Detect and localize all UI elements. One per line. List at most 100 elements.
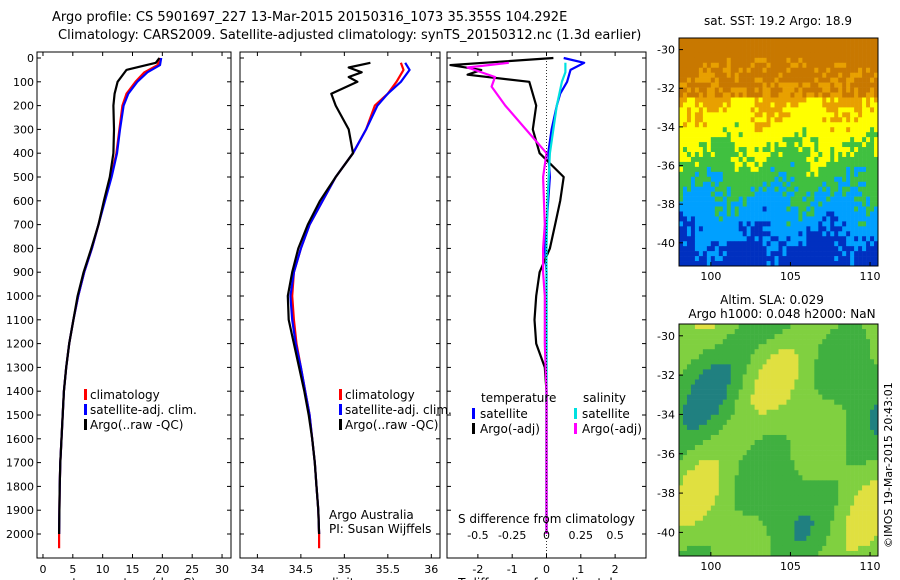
map-cell [810,329,815,335]
map-cell [726,344,732,350]
map-cell [686,186,692,192]
map-cell [814,67,819,73]
map-cell [766,374,771,380]
map-cell [714,354,720,360]
map-cell [866,490,871,496]
map-cell [866,72,871,78]
map-cell [738,465,743,471]
map-cell [690,535,696,542]
map-cell [742,107,747,113]
map-cell [786,176,791,183]
map-cell [730,236,736,242]
map-cell [738,226,743,232]
map-cell [766,42,771,49]
map-cell [798,550,803,557]
map-cell [679,530,684,537]
map-cell [742,112,747,118]
map-cell [798,161,803,168]
map-cell [826,127,831,133]
map-cell [750,500,755,506]
map-cell [802,246,807,252]
map-cell [870,510,875,516]
map-cell [774,176,779,183]
map-cell [842,38,847,44]
map-cell [730,429,736,436]
map-cell [790,231,795,237]
map-cell [686,510,692,516]
map-cell [690,261,696,267]
map-cell [718,137,724,143]
map-cell [806,102,811,108]
map-cell [826,455,831,461]
map-cell [806,72,811,78]
map-cell [766,77,771,83]
map-cell [798,359,803,365]
map-cell [806,520,811,527]
map-cell [838,137,843,143]
map-cell [798,399,803,405]
map-cell [858,404,863,411]
map-cell [702,47,708,54]
map-cell [874,475,879,481]
map-cell [810,384,815,390]
map-cell [834,226,839,232]
map-cell [846,490,851,496]
map-cell [682,465,688,471]
map-cell [802,261,807,267]
map-cell [766,384,771,390]
map-cell [774,206,779,212]
map-cell [782,419,787,426]
map-cell [814,191,819,197]
x-tick-label: 105 [780,270,801,283]
map-cell [862,389,867,395]
map-cell [738,102,743,108]
map-cell [834,485,839,491]
map-cell [818,241,823,247]
map-cell [686,201,692,207]
map-cell [774,226,779,232]
y-tick-label: -36 [657,160,675,173]
map-cell [846,485,851,491]
map-cell [690,231,696,237]
map-cell [846,196,851,202]
map-cell [774,256,779,262]
map-cell [862,142,867,148]
map-cell [834,389,839,395]
map-cell [842,495,847,501]
map-cell [686,480,692,486]
map-cell [854,545,859,552]
map-cell [686,525,692,532]
map-cell [806,540,811,547]
map-cell [858,216,863,222]
map-cell [774,384,779,390]
map-cell [682,334,688,340]
map-cell [726,166,732,173]
map-cell [766,485,771,491]
map-cell [738,112,743,118]
map-cell [730,241,736,247]
map-cell [754,246,759,252]
map-cell [750,216,755,222]
map-cell [766,455,771,461]
map-cell [734,354,739,360]
map-cell [850,52,855,59]
legend-label: climatology [90,388,160,402]
map-cell [722,38,728,44]
map-cell [726,324,732,330]
map-cell [742,324,747,330]
map-cell [810,102,815,108]
map-cell [778,374,783,380]
map-cell [706,460,712,466]
map-cell [790,364,795,370]
map-cell [778,369,783,375]
map-cell [746,147,751,153]
map-cell [682,329,688,335]
map-cell [806,404,811,411]
map-cell [758,445,763,451]
map-cell [814,77,819,83]
map-cell [822,206,827,212]
map-cell [790,455,795,461]
legend-swatch [84,404,87,415]
map-cell [726,236,732,242]
map-cell [802,525,807,532]
